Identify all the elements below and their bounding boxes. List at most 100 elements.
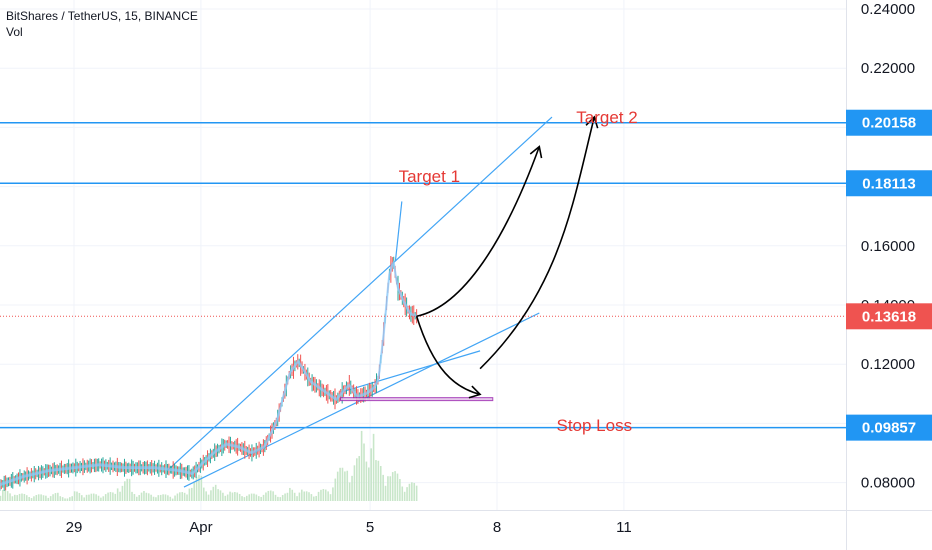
volume-bar [324, 489, 327, 501]
price-tick-label: 0.08000 [861, 475, 915, 492]
arrow-head [585, 115, 599, 129]
volume-bar [64, 498, 66, 501]
volume-bar [329, 494, 332, 501]
volume-bar [90, 493, 93, 501]
volume-bar [126, 478, 129, 501]
drawings[interactable] [339, 115, 599, 402]
volume-bar [298, 492, 301, 501]
volume-bar [217, 489, 219, 501]
volume-bar [250, 493, 253, 501]
volume-bar [305, 491, 308, 501]
volume-bar [30, 498, 33, 501]
time-axis[interactable]: 29 Apr 5 8 11 [66, 519, 632, 536]
moving-average-line [0, 261, 417, 487]
volume-bar [128, 478, 131, 501]
volume-bar [147, 493, 150, 501]
volume-bar [157, 495, 160, 501]
volume-bar [346, 470, 349, 501]
annotation-label: Target 2 [576, 108, 637, 127]
horizontal-levels[interactable] [0, 121, 846, 429]
volume-bar [174, 495, 176, 501]
volume-bar [18, 493, 21, 501]
volume-bar [332, 487, 334, 501]
volume-bar [78, 492, 81, 501]
volume-bar [52, 494, 54, 501]
volume-bar [143, 490, 145, 501]
volume-bar [2, 489, 4, 501]
volume-bar [107, 492, 109, 501]
volume-bar [85, 494, 88, 501]
time-tick-label: 29 [66, 519, 83, 536]
price-badge-label: 0.18113 [862, 175, 915, 192]
volume-bar [236, 492, 239, 501]
price-tick-label: 0.16000 [861, 238, 915, 255]
volume-bar [37, 494, 40, 501]
volume-bar [188, 488, 191, 501]
annotation-label: Stop Loss [556, 416, 632, 435]
trendlines[interactable] [166, 116, 553, 488]
volume-bar [308, 492, 310, 501]
volume-bar [179, 492, 181, 501]
volume-bar [171, 498, 174, 501]
symbol-title[interactable]: BitShares / TetherUS, 15, BINANCE [6, 9, 198, 23]
volume-bar [320, 489, 322, 501]
volume-bar [344, 471, 346, 501]
volume-bar [351, 475, 353, 501]
volume-indicator-label[interactable]: Vol [6, 25, 23, 39]
volume-bar [303, 491, 306, 501]
volume-bar [379, 466, 382, 501]
volume-bar [289, 487, 291, 501]
price-badge-label: 0.09857 [862, 420, 916, 437]
volume-bar [4, 489, 7, 501]
chart-legend: BitShares / TetherUS, 15, BINANCE Vol [6, 8, 198, 40]
volume-bar [35, 494, 38, 501]
arrow-path [416, 146, 541, 318]
volume-bar [226, 494, 229, 501]
volume-bar [286, 492, 289, 501]
volume-bar [269, 490, 272, 501]
price-tick-label: 0.24000 [861, 1, 915, 18]
volume-bar [255, 494, 258, 501]
volume-bar [176, 493, 179, 501]
volume-bar [133, 494, 136, 501]
volume-bar [272, 491, 274, 501]
volume-bar [248, 494, 251, 501]
volume-bar [155, 497, 157, 501]
volume-bar [322, 489, 325, 501]
volume-bar [243, 497, 246, 501]
price-tick-label: 0.12000 [861, 356, 915, 373]
annotations[interactable]: Target 1 Target 2 Stop Loss [399, 108, 638, 435]
volume-bar [9, 493, 11, 501]
price-badge-label: 0.13618 [862, 308, 916, 325]
volume-bar [262, 494, 265, 501]
volume-bar [341, 467, 344, 501]
volume-bar [150, 494, 152, 501]
volume-bar [145, 492, 148, 501]
volume-bar [193, 481, 195, 501]
volume-bar [66, 498, 69, 501]
volume-bar [253, 493, 255, 501]
volume-bar [210, 490, 212, 501]
volume-bar [246, 495, 248, 501]
volume-bar [152, 496, 155, 501]
volume-bar [363, 443, 365, 501]
volume-bar [336, 471, 339, 501]
volume-bar [277, 496, 279, 501]
volume-bar [0, 495, 2, 501]
price-badge [846, 414, 932, 441]
volume-bar [200, 475, 203, 501]
volume-bar [114, 493, 117, 501]
volume-bar [291, 489, 294, 501]
volume-bar [317, 491, 320, 501]
volume-bar [279, 497, 282, 501]
volume-bar [6, 491, 9, 501]
volume-bar [112, 492, 114, 501]
volume-bar [59, 496, 62, 501]
volume-bar [403, 491, 406, 501]
trendline [340, 350, 481, 393]
volume-bar [190, 487, 193, 501]
volume-bar [54, 493, 57, 501]
arrow-head [468, 385, 482, 399]
arrow-path [479, 116, 596, 370]
